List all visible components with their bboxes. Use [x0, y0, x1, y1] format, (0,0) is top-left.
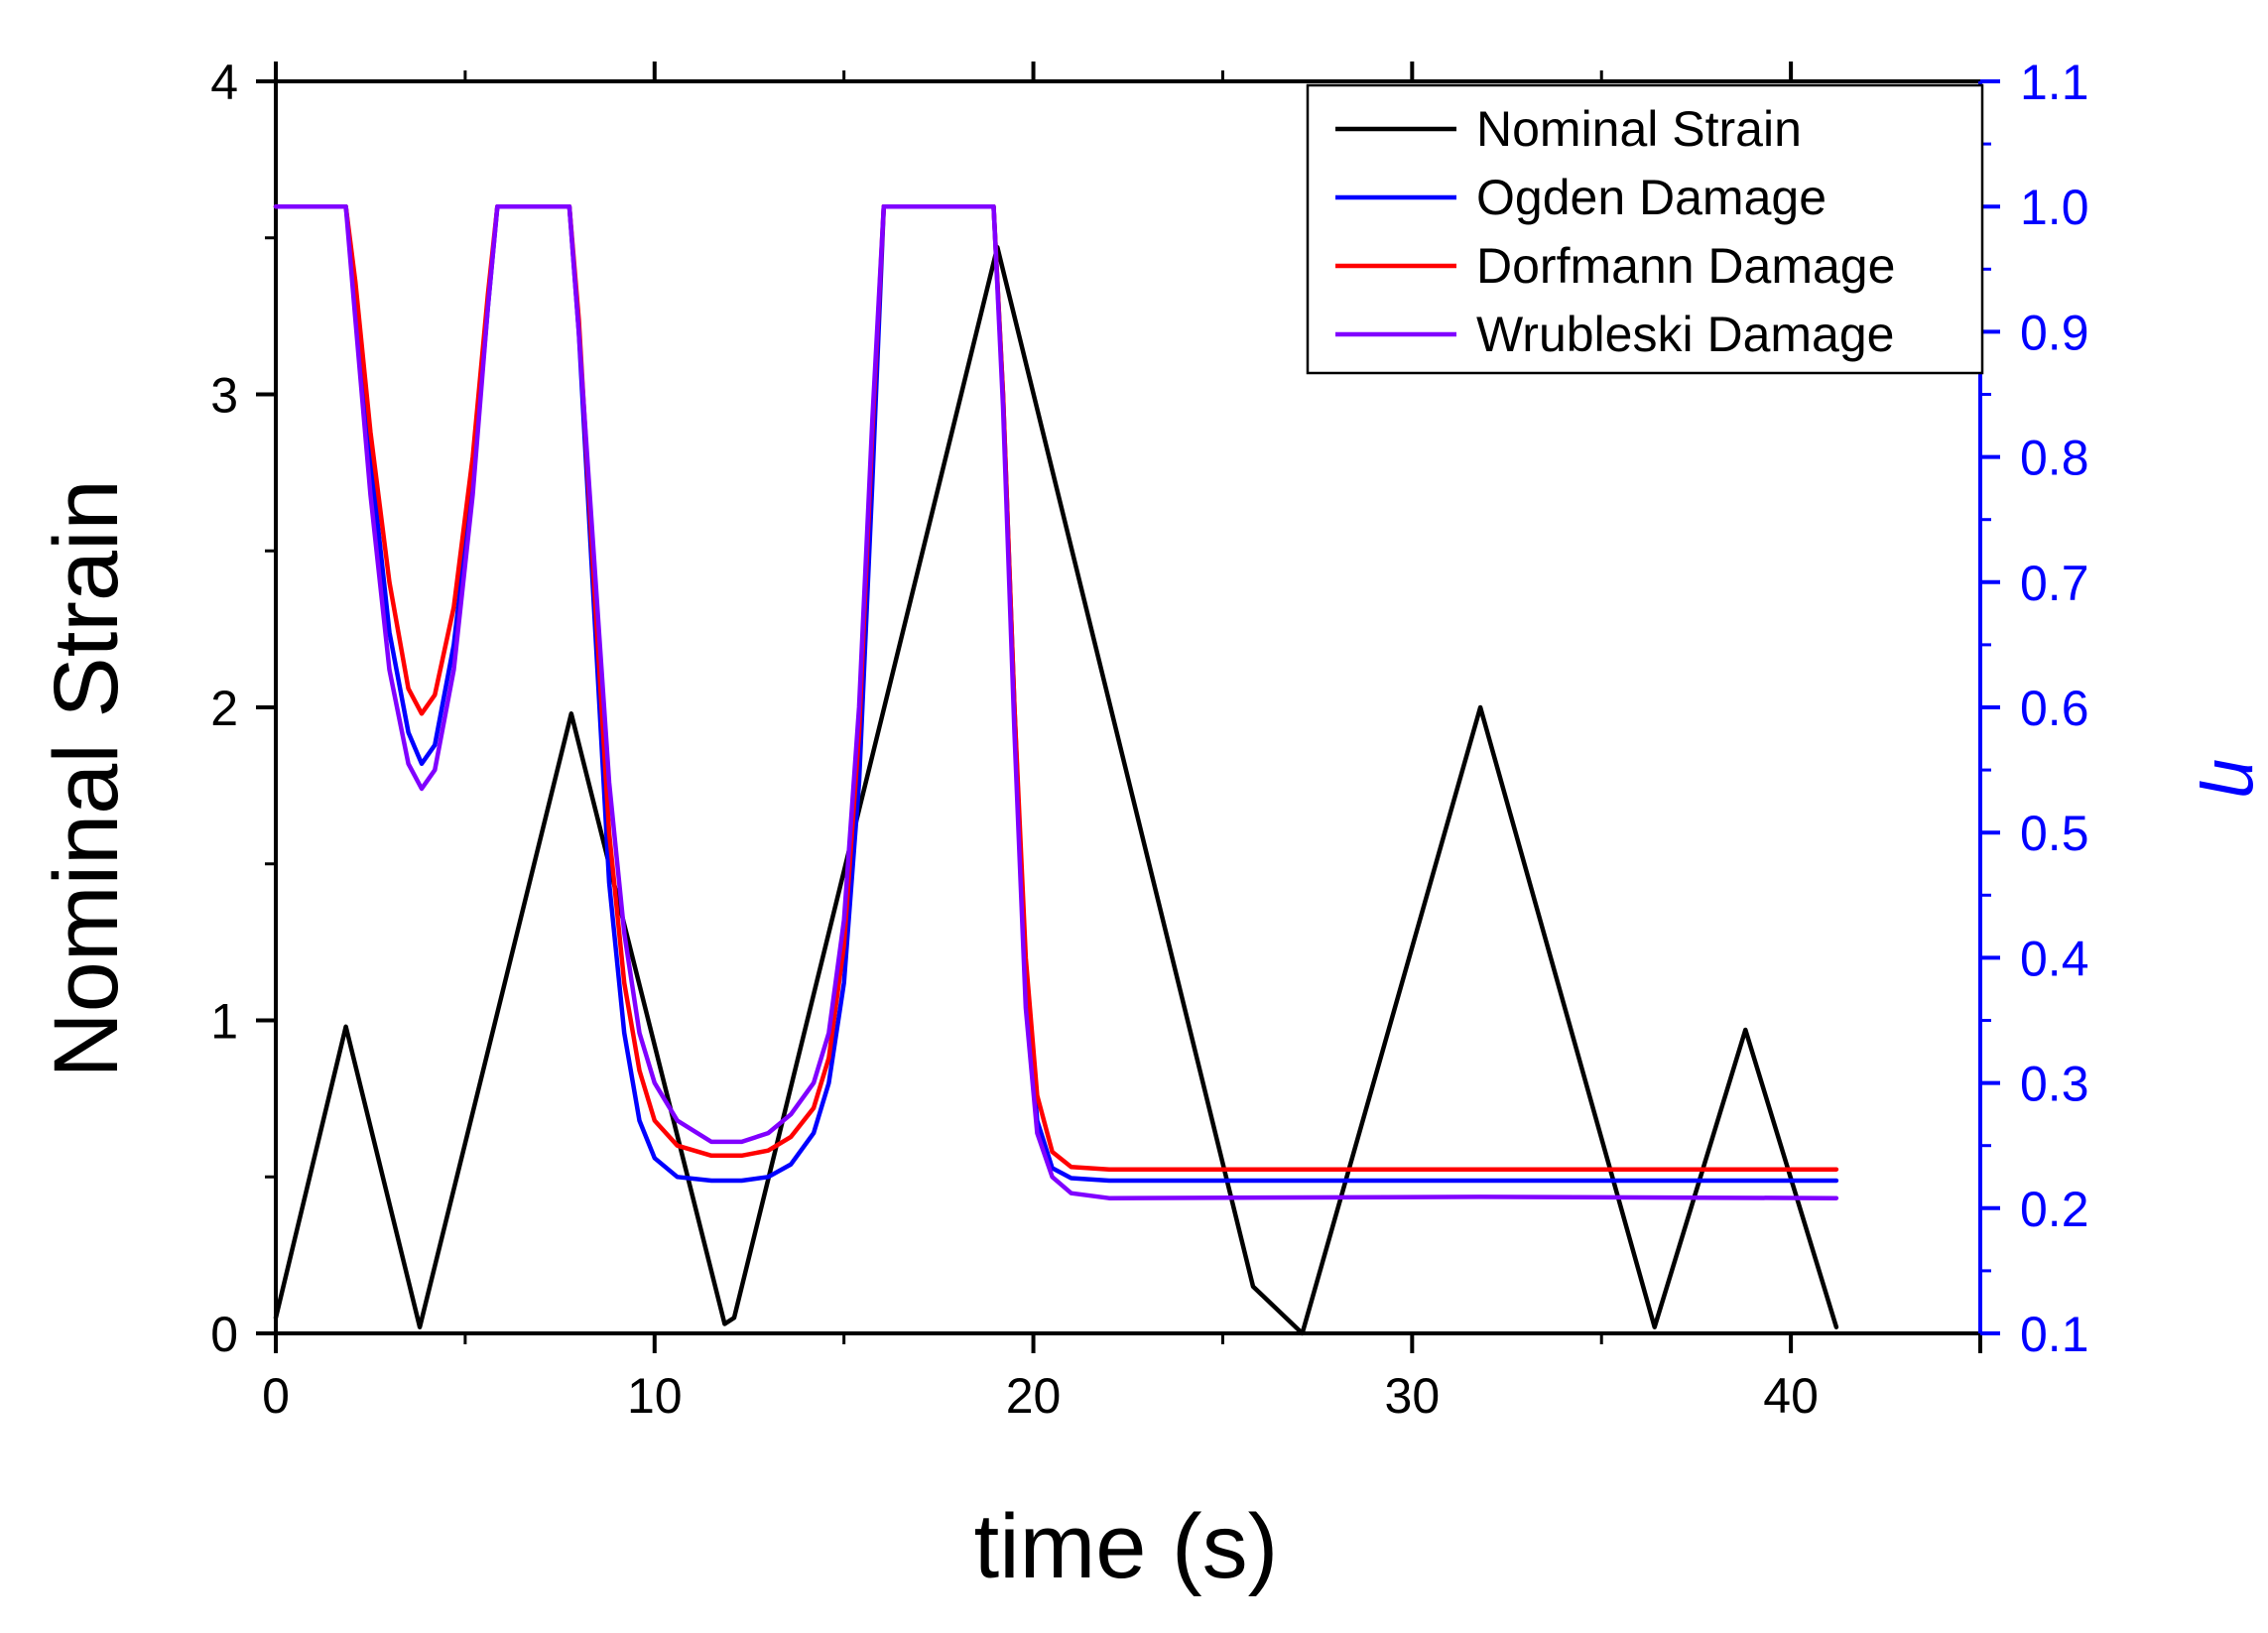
- y2-tick-label: 0.2: [2020, 1182, 2089, 1237]
- y2-tick-label: 0.6: [2020, 681, 2089, 736]
- legend-label: Wrubleski Damage: [1476, 307, 1894, 362]
- y-tick-label: 3: [210, 368, 238, 424]
- y2-tick-label: 0.9: [2020, 305, 2089, 360]
- legend-label: Nominal Strain: [1476, 101, 1802, 157]
- y-tick-label: 4: [210, 55, 238, 110]
- legend-label: Ogden Damage: [1476, 170, 1827, 225]
- series-line-wrubleski-damage: [273, 203, 1839, 1200]
- x-tick-label: 30: [1385, 1368, 1441, 1424]
- x-tick-label: 10: [627, 1368, 683, 1424]
- legend-box: [1306, 83, 1984, 375]
- y-tick-label: 2: [210, 681, 238, 736]
- y2-tick-label: 0.3: [2020, 1057, 2089, 1112]
- y-tick-label: 0: [210, 1307, 238, 1362]
- y2-tick-label: 1.0: [2020, 180, 2089, 235]
- y2-axis-title: η: [2199, 759, 2268, 799]
- x-tick-label: 40: [1763, 1368, 1819, 1424]
- series-layer: [273, 203, 1839, 1336]
- ticks-layer: 0 10 20 30 40 0 1 2 3 4 0.1 0.2 0.3 0.4 0.5 0.6 0.7 0.8 0.…: [210, 55, 2088, 1424]
- y2-tick-label: 0.8: [2020, 431, 2089, 486]
- y2-tick-label: 0.1: [2020, 1307, 2089, 1362]
- y-axis-title: Nominal Strain: [36, 479, 137, 1077]
- legend: Nominal Strain Ogden Damage Dorfmann Damag…: [1306, 83, 1984, 375]
- y2-tick-label: 1.1: [2020, 55, 2089, 110]
- y2-tick-label: 0.7: [2020, 556, 2089, 611]
- x-tick-label: 20: [1006, 1368, 1062, 1424]
- legend-label: Dorfmann Damage: [1476, 238, 1895, 294]
- y2-tick-label: 0.5: [2020, 806, 2089, 861]
- y-tick-label: 1: [210, 994, 238, 1050]
- x-axis-title: time (s): [974, 1496, 1279, 1597]
- y2-tick-label: 0.4: [2020, 931, 2089, 986]
- x-tick-label: 0: [262, 1368, 290, 1424]
